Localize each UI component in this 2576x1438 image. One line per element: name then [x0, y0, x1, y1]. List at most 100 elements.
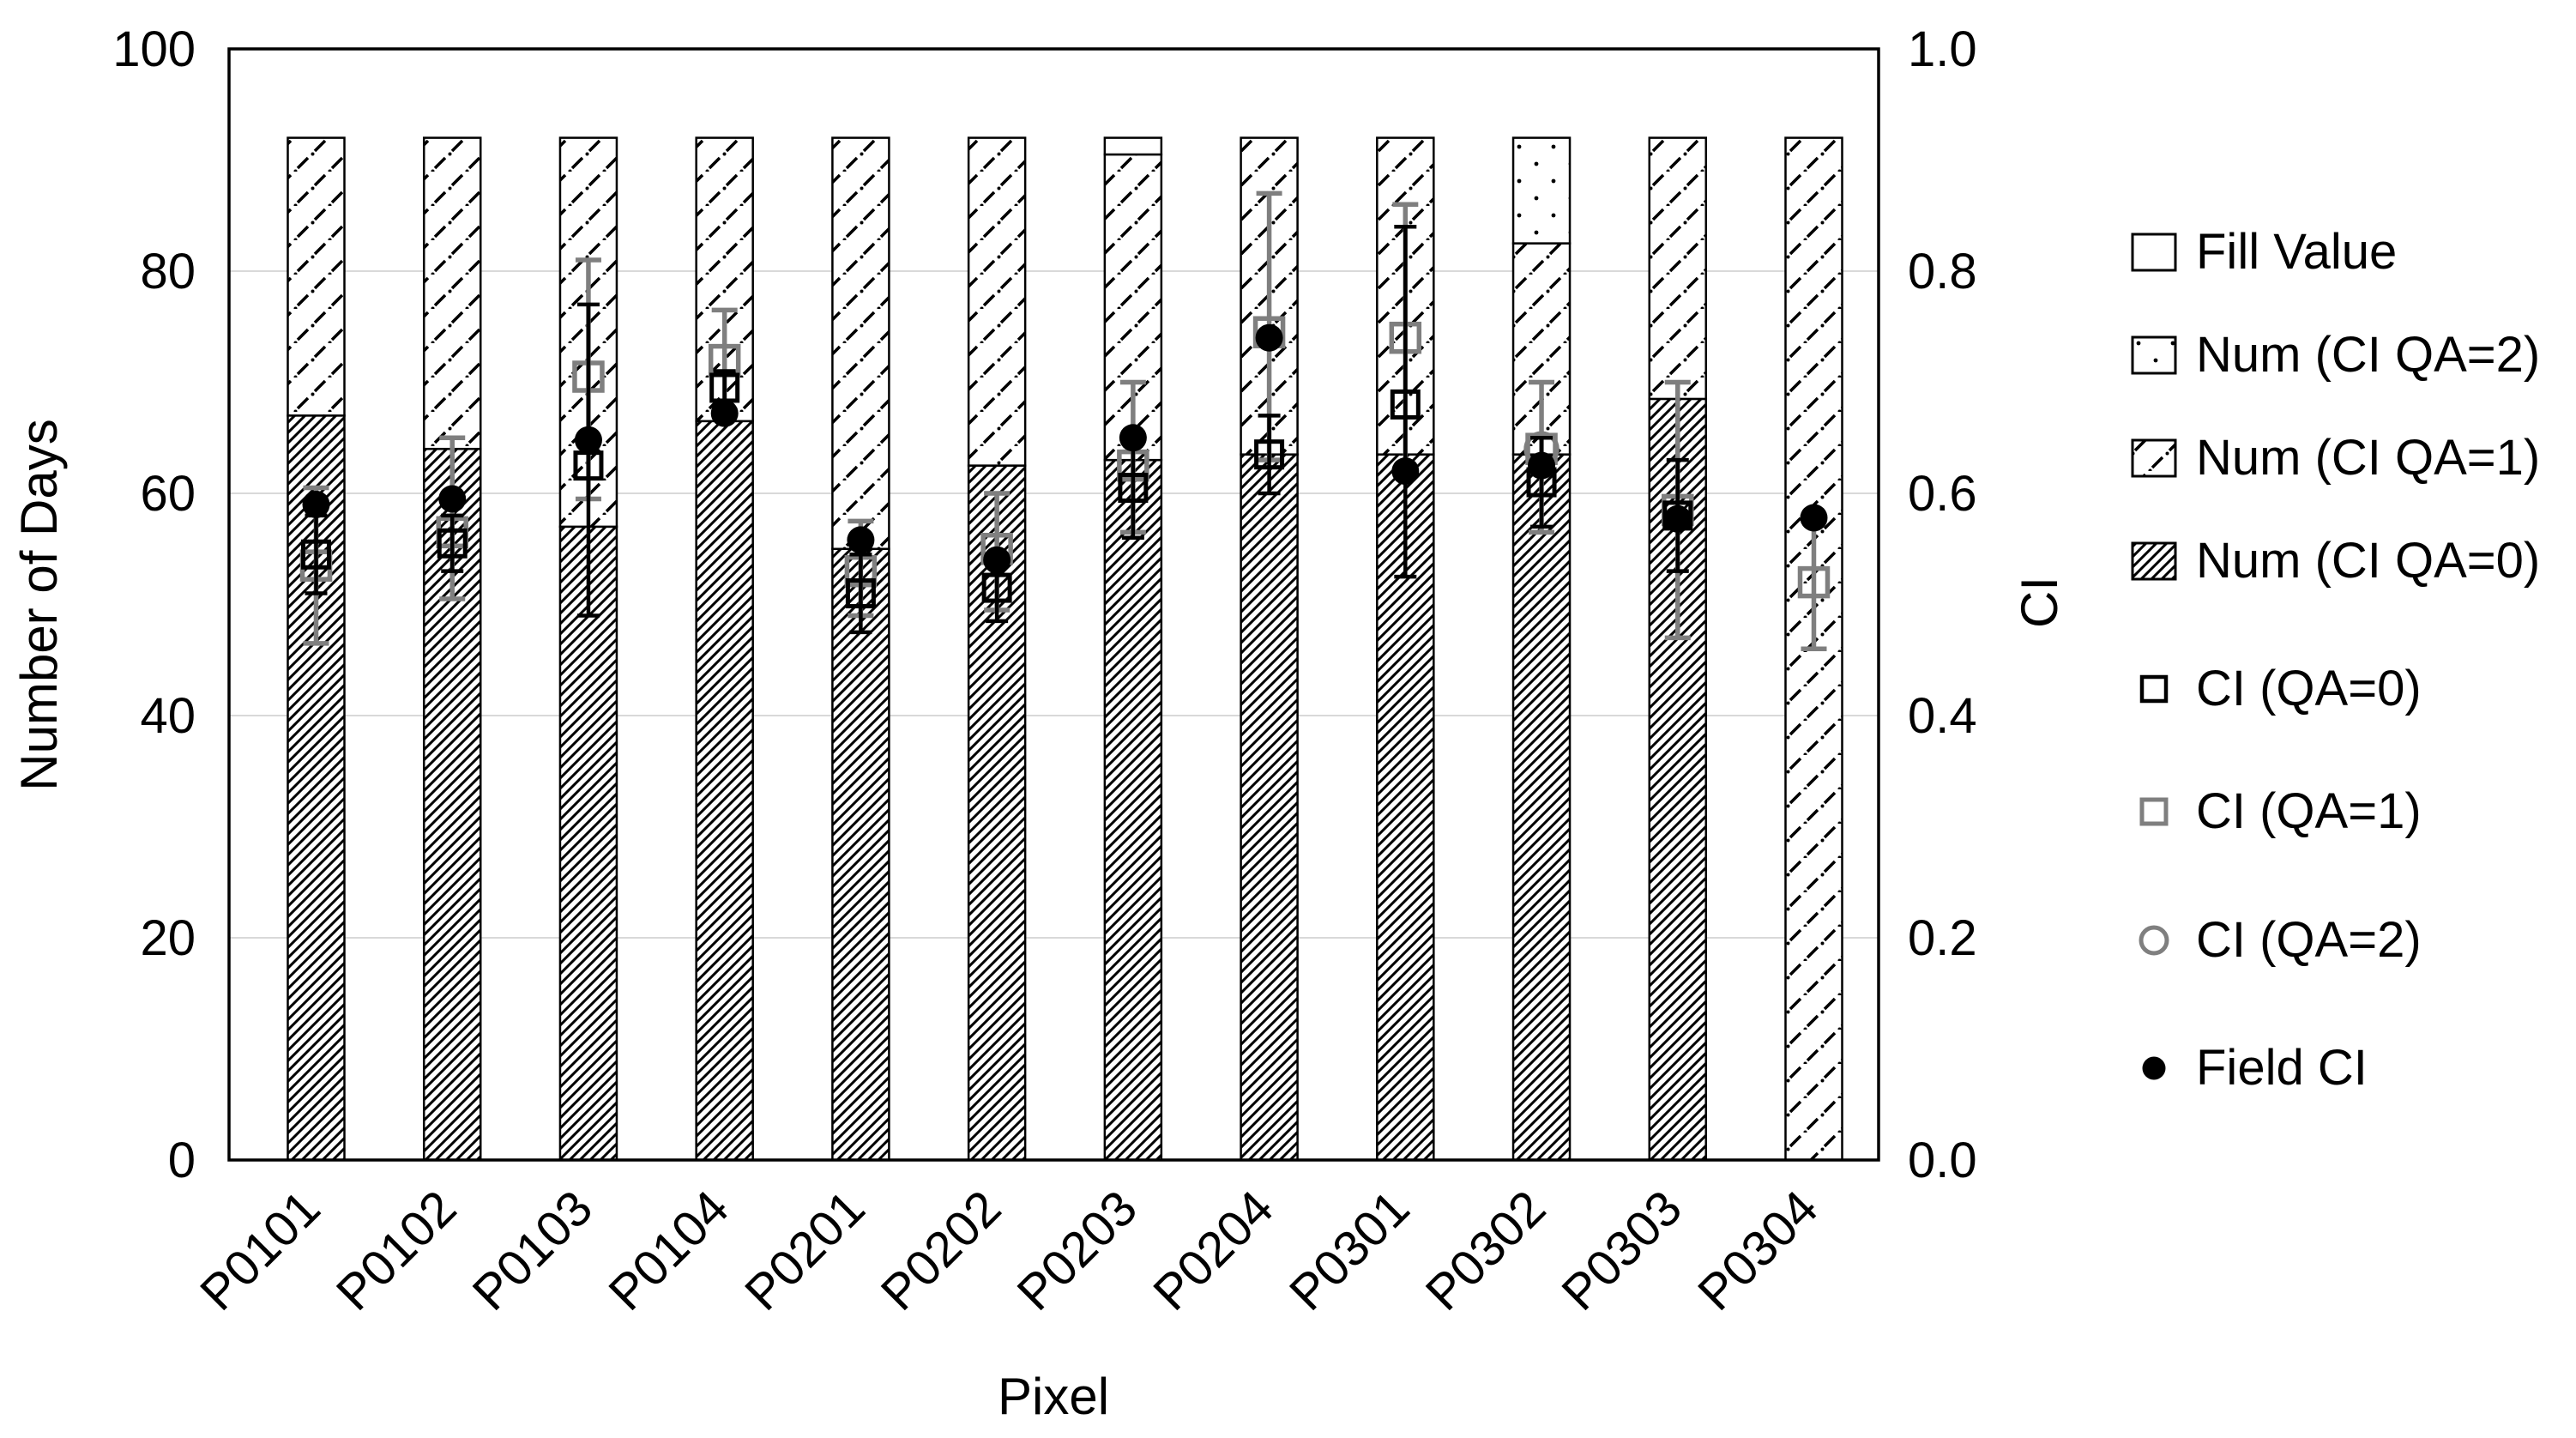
markers-P0101 — [299, 485, 333, 646]
left-axis-tick-label: 20 — [140, 910, 196, 966]
markers-P0103 — [572, 257, 605, 618]
left-axis-tick-label: 80 — [140, 244, 196, 299]
field-ci-marker — [847, 526, 875, 554]
field-ci-marker — [1391, 457, 1420, 486]
x-tick-label-P0204: P0204 — [1143, 1180, 1284, 1321]
x-tick-label-P0101: P0101 — [190, 1180, 331, 1321]
legend-item-ci-qa-1: CI (QA=1) — [2129, 786, 2422, 837]
legend-item-ci-qa-0: CI (QA=0) — [2129, 663, 2422, 715]
markers-P0204 — [1252, 190, 1286, 496]
bar-segment-P0201-hatch-dense — [831, 547, 890, 1162]
legend-label: CI (QA=1) — [2196, 783, 2422, 839]
bar-segment-P0204-hatch-dense — [1240, 453, 1299, 1162]
field-ci-marker — [302, 490, 330, 518]
right-axis-tick-label: 1.0 — [1908, 21, 1977, 77]
legend-label: Fill Value — [2196, 224, 2398, 280]
right-axis-tick-label: 0.4 — [1908, 688, 1977, 744]
field-ci-marker — [574, 426, 602, 454]
field-ci-marker — [1255, 323, 1283, 352]
bar-P0203 — [1103, 136, 1163, 1162]
bar-segment-P0104-hatch-dense — [695, 420, 754, 1162]
patch-blank-swatch — [2131, 233, 2177, 272]
right-axis-tick-label: 0.2 — [1908, 910, 1977, 966]
gridlines — [229, 270, 1879, 939]
markers-P0301 — [1389, 202, 1422, 579]
bar-P0303 — [1648, 136, 1708, 1162]
markers-P0202 — [980, 491, 1013, 624]
ci-qa-0-marker — [1254, 439, 1285, 470]
bar-segment-P0302-dots — [1511, 136, 1572, 245]
bar-P0103 — [558, 136, 618, 1162]
x-tick-label-P0201: P0201 — [734, 1180, 876, 1321]
legend-label: Num (CI QA=1) — [2196, 430, 2541, 486]
x-tick-label-P0302: P0302 — [1415, 1180, 1557, 1321]
bar-P0201 — [831, 136, 890, 1162]
legend-label: Num (CI QA=2) — [2196, 327, 2541, 383]
field-ci-marker — [1119, 424, 1147, 452]
right-axis-tick-labels: 0.0 0.2 0.4 0.6 0.8 1.0 — [1908, 21, 1977, 1188]
x-tick-label-P0304: P0304 — [1687, 1180, 1829, 1321]
patch-hatch-light-swatch — [2131, 438, 2177, 478]
field-ci-marker — [1663, 505, 1692, 533]
field-ci-marker — [710, 399, 739, 427]
x-axis-tick-labels: P0101P0102P0103P0104P0201P0202P0203P0204… — [190, 1180, 1829, 1321]
bar-segment-P0101-hatch-light — [287, 136, 346, 417]
bar-series — [287, 136, 1843, 1162]
legend-label: Num (CI QA=0) — [2196, 533, 2541, 589]
legend-label: CI (QA=2) — [2196, 912, 2422, 968]
legend-item-num-ci-qa-0: Num (CI QA=0) — [2129, 535, 2540, 587]
bar-segment-P0102-hatch-light — [422, 136, 482, 450]
bar-segment-P0103-hatch-dense — [558, 525, 618, 1162]
x-tick-label-P0202: P0202 — [871, 1180, 1012, 1321]
markers-P0304 — [1797, 504, 1831, 652]
legend-item-fill-value: Fill Value — [2129, 227, 2397, 278]
bar-P0302 — [1511, 136, 1572, 1162]
right-axis-title: CI — [2011, 577, 2068, 628]
ci-qa-0-marker — [1390, 389, 1421, 420]
legend-item-num-ci-qa-2: Num (CI QA=2) — [2129, 329, 2540, 381]
field-ci-marker — [1528, 451, 1556, 480]
x-tick-label-P0303: P0303 — [1551, 1180, 1692, 1321]
markers-P0302 — [1523, 379, 1559, 535]
field-ci-marker — [983, 546, 1011, 574]
markers-P0102 — [436, 435, 468, 601]
square-open-gray-swatch — [2139, 797, 2169, 826]
field-ci-marker — [438, 485, 467, 513]
legend-item-num-ci-qa-1: Num (CI QA=1) — [2129, 432, 2540, 484]
ci-qa-0-marker — [845, 578, 876, 609]
bar-P0101 — [287, 136, 346, 1162]
left-axis-tick-label: 0 — [168, 1133, 196, 1188]
x-axis-title: Pixel — [998, 1368, 1109, 1425]
ci-qa-0-marker — [1118, 473, 1149, 504]
x-tick-label-P0103: P0103 — [462, 1180, 604, 1321]
legend-item-field-ci: Field CI — [2129, 1042, 2368, 1094]
ci-qa-0-marker — [981, 572, 1012, 603]
markers-P0104 — [708, 307, 741, 427]
x-tick-label-P0102: P0102 — [326, 1180, 468, 1321]
right-axis-tick-label: 0.6 — [1908, 466, 1977, 522]
legend-label: CI (QA=0) — [2196, 661, 2422, 716]
x-tick-label-P0104: P0104 — [598, 1180, 739, 1321]
bar-segment-P0203-hatch-light — [1103, 153, 1163, 462]
legend-item-ci-qa-2: CI (QA=2) — [2129, 915, 2422, 966]
bar-P0204 — [1240, 136, 1299, 1162]
ci-qa-1-marker — [1797, 565, 1831, 599]
markers-P0201 — [844, 518, 878, 635]
left-axis-tick-label: 100 — [112, 21, 196, 77]
circle-open-gray-swatch — [2139, 925, 2169, 956]
right-axis-tick-label: 0.0 — [1908, 1133, 1977, 1188]
bar-segment-P0302-hatch-dense — [1511, 453, 1572, 1162]
field-ci-marker — [1800, 504, 1828, 532]
legend-label: Field CI — [2196, 1040, 2368, 1096]
bar-segment-P0303-hatch-light — [1648, 136, 1708, 401]
bar-P0104 — [695, 136, 754, 1162]
marker-series — [299, 190, 1831, 652]
bar-segment-P0203-hatch-dense — [1103, 458, 1163, 1162]
patch-hatch-dense-swatch — [2131, 541, 2177, 581]
circle-filled-black-swatch — [2142, 1056, 2166, 1080]
left-axis-tick-label: 60 — [140, 466, 196, 522]
markers-P0303 — [1662, 379, 1694, 641]
bar-segment-P0203-blank — [1103, 136, 1163, 156]
x-tick-label-P0301: P0301 — [1279, 1180, 1421, 1321]
